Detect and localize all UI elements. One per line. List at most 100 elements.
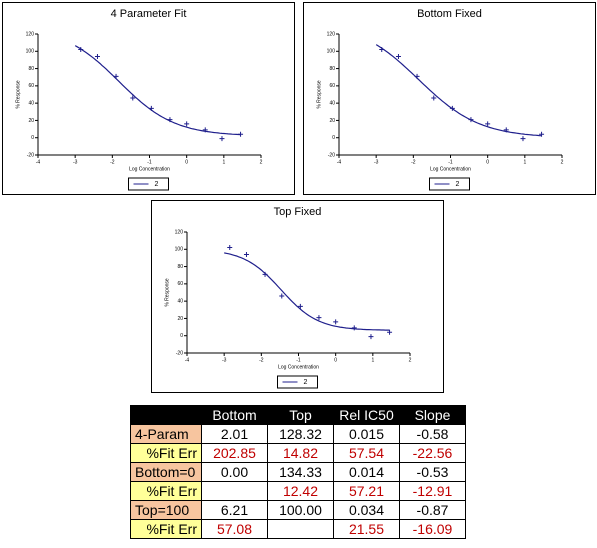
table-cell: 57.08 (201, 519, 268, 539)
table-row: 4-Param 2.01 128.32 0.015 -0.58 (130, 424, 466, 444)
table-cell: -16.09 (399, 519, 466, 539)
x-tick-label: 0 (334, 357, 337, 363)
y-tick-label: 40 (28, 100, 34, 106)
x-tick-label: 2 (561, 159, 564, 165)
y-tick-label: 60 (329, 83, 335, 89)
header-cell (130, 405, 202, 425)
panel-border (2, 2, 295, 195)
y-tick-label: 120 (175, 229, 184, 235)
point (78, 47, 84, 53)
point (485, 121, 491, 127)
table-cell: 100.00 (267, 500, 334, 520)
x-tick-label: -3 (222, 357, 227, 363)
y-axis-label: % Response (15, 80, 21, 109)
y-axis-label: % Response (164, 278, 170, 307)
y-tick-label: 60 (28, 83, 34, 89)
table-cell: 134.33 (267, 462, 334, 482)
table-cell: 21.55 (333, 519, 400, 539)
point (379, 47, 385, 53)
point (262, 271, 268, 277)
x-tick-label: 1 (523, 159, 526, 165)
row-label: 4-Param (130, 424, 202, 444)
x-tick-label: -3 (73, 159, 78, 165)
y-tick-label: 80 (28, 66, 34, 72)
y-tick-label: 120 (327, 31, 336, 37)
chart-panel: Bottom Fixed -20 0 20 40 60 80 100 120 -4 -3 -2 -1 0 1… (303, 2, 596, 195)
table-cell: -0.87 (399, 500, 466, 520)
point (431, 95, 437, 101)
table-cell: 12.42 (267, 481, 334, 501)
point (351, 325, 357, 331)
point (520, 136, 526, 142)
y-tick-label: -20 (27, 152, 34, 158)
point (113, 73, 119, 79)
chart-panel: Top Fixed -20 0 20 40 60 80 100 120 -4 -3 -2 -1 0 1 2 Lo… (151, 200, 444, 393)
y-tick-label: 0 (31, 135, 34, 141)
point (184, 121, 190, 127)
x-tick-label: -3 (374, 159, 379, 165)
x-tick-label: -1 (147, 159, 152, 165)
table-cell: 202.85 (201, 443, 268, 463)
table-cell: -0.58 (399, 424, 466, 444)
header-cell: Bottom (201, 405, 268, 425)
panel-border (303, 2, 596, 195)
x-tick-label: -1 (448, 159, 453, 165)
results-table: Bottom Top Rel IC50 Slope 4-Param 2.01 128.32 0… (130, 405, 466, 539)
table-row: %Fit Err 57.08 21.55 -16.09 (130, 519, 466, 539)
point (316, 315, 322, 321)
x-tick-label: -4 (185, 357, 190, 363)
table-cell: 57.21 (333, 481, 400, 501)
table-cell (201, 481, 268, 501)
chart-title: Top Fixed (274, 206, 322, 218)
point (333, 319, 339, 325)
header-row: Bottom Top Rel IC50 Slope (130, 405, 466, 425)
point (94, 53, 100, 59)
point (414, 73, 420, 79)
point (227, 245, 233, 251)
y-tick-label: 100 (26, 49, 35, 55)
header-cell: Top (267, 405, 334, 425)
point (238, 131, 244, 137)
x-axis-label: Log Concentration (430, 166, 471, 172)
x-tick-label: 2 (409, 357, 412, 363)
point (202, 127, 208, 133)
y-tick-label: 120 (26, 31, 35, 37)
table-cell: -22.56 (399, 443, 466, 463)
table-cell: -0.53 (399, 462, 466, 482)
x-tick-label: 1 (371, 357, 374, 363)
x-axis-label: Log Concentration (129, 166, 170, 172)
table-cell: 0.00 (201, 462, 268, 482)
y-tick-label: 100 (175, 247, 184, 253)
y-tick-label: 100 (327, 49, 336, 55)
x-tick-label: 2 (260, 159, 263, 165)
y-tick-label: 40 (177, 298, 183, 304)
x-axis-label: Log Concentration (278, 364, 319, 370)
point (468, 117, 474, 123)
table-row: %Fit Err 202.85 14.82 57.54 -22.56 (130, 443, 466, 463)
panel-border (151, 200, 444, 393)
y-tick-label: 40 (329, 100, 335, 106)
header-cell: Slope (399, 405, 466, 425)
table-row: Bottom=0 0.00 134.33 0.014 -0.53 (130, 462, 466, 482)
point (130, 95, 136, 101)
table-row: %Fit Err 12.42 57.21 -12.91 (130, 481, 466, 501)
y-tick-label: 20 (329, 118, 335, 124)
fit-curve (74, 45, 241, 136)
point (503, 127, 509, 133)
x-tick-label: -1 (296, 357, 301, 363)
x-tick-label: -2 (259, 357, 264, 363)
legend-label: 2 (304, 379, 308, 386)
point (148, 105, 154, 111)
point (279, 293, 285, 299)
x-tick-label: -4 (36, 159, 41, 165)
row-label: %Fit Err (130, 481, 202, 501)
table-cell: -12.91 (399, 481, 466, 501)
table-cell (267, 519, 334, 539)
x-tick-label: -4 (337, 159, 342, 165)
point (243, 251, 249, 257)
row-label: Bottom=0 (130, 462, 202, 482)
y-tick-label: -20 (328, 152, 335, 158)
y-tick-label: 0 (332, 135, 335, 141)
